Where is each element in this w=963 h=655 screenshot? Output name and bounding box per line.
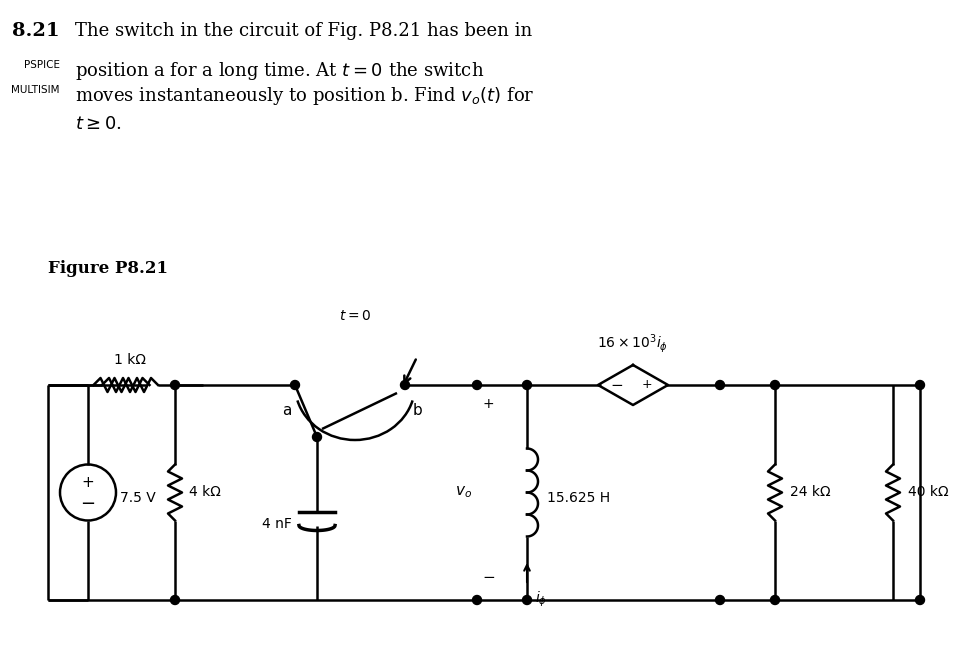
Text: $16 \times 10^3 i_\phi$: $16 \times 10^3 i_\phi$ [597,332,668,355]
Text: −: − [611,377,623,392]
Text: +: + [641,379,652,392]
Circle shape [401,381,409,390]
Text: +: + [82,475,94,490]
Circle shape [716,595,724,605]
Circle shape [916,381,924,390]
Circle shape [770,595,779,605]
Text: PSPICE: PSPICE [24,60,60,70]
Circle shape [313,432,322,441]
Circle shape [473,381,482,390]
Text: 1 kΩ: 1 kΩ [114,353,146,367]
Text: 40 kΩ: 40 kΩ [908,485,949,500]
Text: $t = 0$: $t = 0$ [339,309,371,323]
Circle shape [523,595,532,605]
Text: +: + [482,397,494,411]
Text: $t \geq 0$.: $t \geq 0$. [75,115,121,133]
Text: 7.5 V: 7.5 V [120,491,156,504]
Text: 8.21: 8.21 [13,22,60,40]
Text: 24 kΩ: 24 kΩ [790,485,831,500]
Text: a: a [282,403,292,418]
Text: 4 nF: 4 nF [262,517,292,531]
Text: Figure P8.21: Figure P8.21 [48,260,168,277]
Text: b: b [412,403,422,418]
Circle shape [170,381,179,390]
Text: $v_o$: $v_o$ [455,485,472,500]
Text: moves instantaneously to position b. Find $v_o(t)$ for: moves instantaneously to position b. Fin… [75,85,534,107]
Circle shape [716,381,724,390]
Text: −: − [482,570,495,585]
Text: MULTISIM: MULTISIM [12,85,60,95]
Text: 4 kΩ: 4 kΩ [189,485,221,500]
Text: $i_\phi$: $i_\phi$ [535,590,547,609]
Circle shape [523,381,532,390]
Text: The switch in the circuit of Fig. P8.21 has been in: The switch in the circuit of Fig. P8.21 … [75,22,533,40]
Circle shape [170,595,179,605]
Text: 15.625 H: 15.625 H [547,491,611,504]
Circle shape [770,381,779,390]
Circle shape [473,595,482,605]
Circle shape [291,381,299,390]
Circle shape [916,595,924,605]
Text: position a for a long time. At $t = 0$ the switch: position a for a long time. At $t = 0$ t… [75,60,484,82]
Text: −: − [81,495,95,512]
